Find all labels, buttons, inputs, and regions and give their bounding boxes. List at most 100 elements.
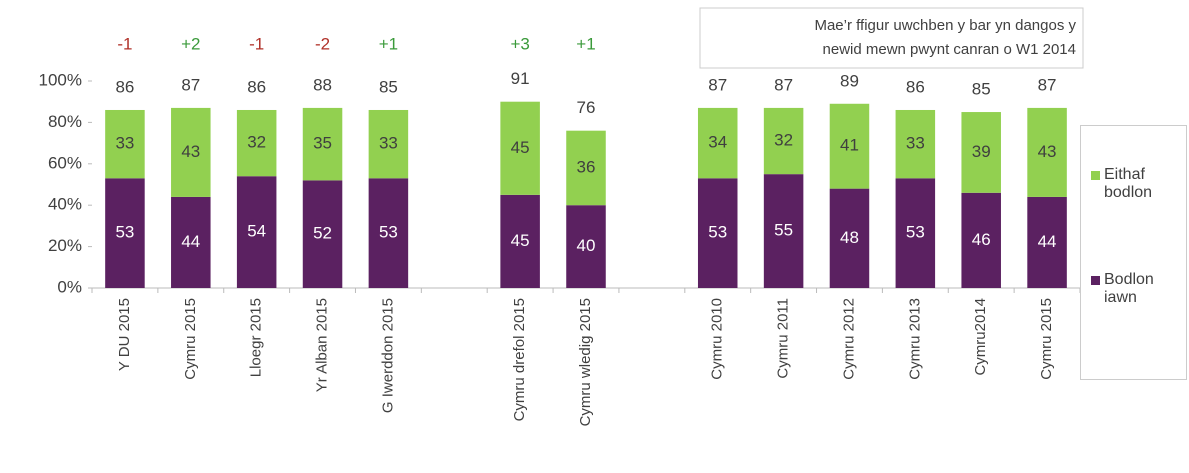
total-label: 87	[708, 75, 727, 94]
bar-segment	[236, 109, 277, 177]
x-tick-label: Cymru 2015	[182, 298, 199, 380]
total-label: 86	[247, 77, 266, 96]
total-label: 87	[774, 75, 793, 94]
bar-segment	[961, 112, 1001, 193]
bar-segment	[500, 194, 540, 288]
value-label: 52	[313, 224, 332, 243]
bar-segment	[368, 178, 409, 288]
value-label: 46	[972, 230, 991, 249]
total-label: 86	[115, 77, 134, 96]
legend: Eithaf bodlon Bodlon iawn	[1080, 125, 1187, 380]
x-tick-label: Cymru 2015	[1038, 298, 1055, 380]
y-tick-label: 80%	[48, 112, 82, 131]
legend-swatch	[1091, 276, 1100, 285]
change-label: -1	[117, 34, 132, 53]
bar-segment	[566, 130, 606, 206]
x-tick-label: Y DU 2015	[116, 298, 133, 371]
bar-segment	[697, 178, 738, 288]
bar-segment	[1027, 107, 1067, 197]
bar-segment	[105, 109, 145, 179]
legend-entry: Eithaf bodlon	[1091, 166, 1181, 202]
x-tick-label: Cymru 2011	[775, 298, 792, 379]
bar-segment	[895, 109, 936, 179]
value-label: 33	[906, 134, 925, 153]
change-label: -1	[249, 34, 264, 53]
value-label: 41	[840, 136, 859, 155]
x-tick-label: Cymru wledig 2015	[577, 298, 594, 426]
bar-segment	[105, 178, 145, 288]
y-tick-label: 40%	[48, 195, 82, 214]
value-label: 44	[181, 232, 200, 251]
change-label: +1	[379, 34, 398, 53]
bar-segment	[763, 174, 804, 288]
value-label: 53	[708, 223, 727, 242]
value-label: 44	[1038, 232, 1057, 251]
annotation: Mae’r ffigur uwchben y bar yn dangos y	[814, 17, 1076, 34]
bar-segment	[829, 188, 870, 288]
x-tick-label: Lloegr 2015	[248, 298, 265, 377]
value-label: 32	[247, 133, 266, 152]
bar-segment	[236, 176, 277, 288]
total-label: 85	[379, 77, 398, 96]
y-tick-label: 20%	[48, 236, 82, 255]
legend-label: Eithaf bodlon	[1104, 166, 1153, 201]
y-tick-label: 100%	[39, 70, 82, 89]
x-tick-label: Cymru2014	[972, 298, 989, 376]
x-tick-label: G Iwerddon 2015	[379, 298, 396, 413]
value-label: 55	[774, 221, 793, 240]
annotation-box	[699, 7, 1084, 69]
value-label: 43	[1038, 142, 1057, 161]
value-label: 45	[511, 138, 530, 157]
x-tick-label: Cymru 2013	[906, 298, 923, 380]
x-tick-label: Cymru 2012	[840, 298, 857, 380]
value-label: 40	[577, 236, 596, 255]
change-label: +3	[510, 34, 529, 53]
bar-segment	[171, 107, 211, 197]
bar-segment	[895, 178, 936, 288]
y-tick-label: 60%	[48, 153, 82, 172]
bar-segment	[1027, 196, 1067, 288]
bar-segment	[961, 192, 1001, 288]
bar-segment	[566, 205, 606, 288]
legend-label: Bodlon iawn	[1104, 271, 1154, 306]
value-label: 32	[774, 131, 793, 150]
total-label: 85	[972, 80, 991, 99]
value-label: 53	[115, 223, 134, 242]
bar-segment	[171, 196, 211, 288]
total-label: 88	[313, 75, 332, 94]
bar-segment	[368, 109, 409, 179]
bar-segment	[500, 101, 540, 195]
value-label: 53	[906, 223, 925, 242]
x-tick-label: Cymru 2010	[709, 298, 726, 380]
x-tick-label: Cymru drefol 2015	[511, 298, 528, 421]
total-label: 87	[181, 75, 200, 94]
total-label: 76	[577, 98, 596, 117]
y-tick-label: 0%	[57, 277, 82, 296]
value-label: 48	[840, 228, 859, 247]
value-label: 45	[511, 231, 530, 250]
change-label: +1	[576, 34, 595, 53]
bar-segment	[302, 180, 343, 288]
annotation: newid mewn pwynt canran o W1 2014	[823, 41, 1076, 58]
value-label: 54	[247, 222, 266, 241]
value-label: 36	[577, 157, 596, 176]
bar-segment	[302, 107, 343, 181]
value-label: 33	[115, 134, 134, 153]
total-label: 86	[906, 77, 925, 96]
legend-entry: Bodlon iawn	[1091, 271, 1181, 307]
value-label: 53	[379, 223, 398, 242]
value-label: 34	[708, 133, 727, 152]
legend-swatch	[1091, 171, 1100, 180]
x-tick-label: Yr Alban 2015	[314, 298, 331, 392]
total-label: 87	[1038, 75, 1057, 94]
total-label: 91	[511, 69, 530, 88]
bar-segment	[763, 107, 804, 175]
total-label: 89	[840, 71, 859, 90]
value-label: 35	[313, 134, 332, 153]
value-label: 39	[972, 142, 991, 161]
bar-segment	[829, 103, 870, 189]
change-label: +2	[181, 34, 200, 53]
value-label: 33	[379, 134, 398, 153]
